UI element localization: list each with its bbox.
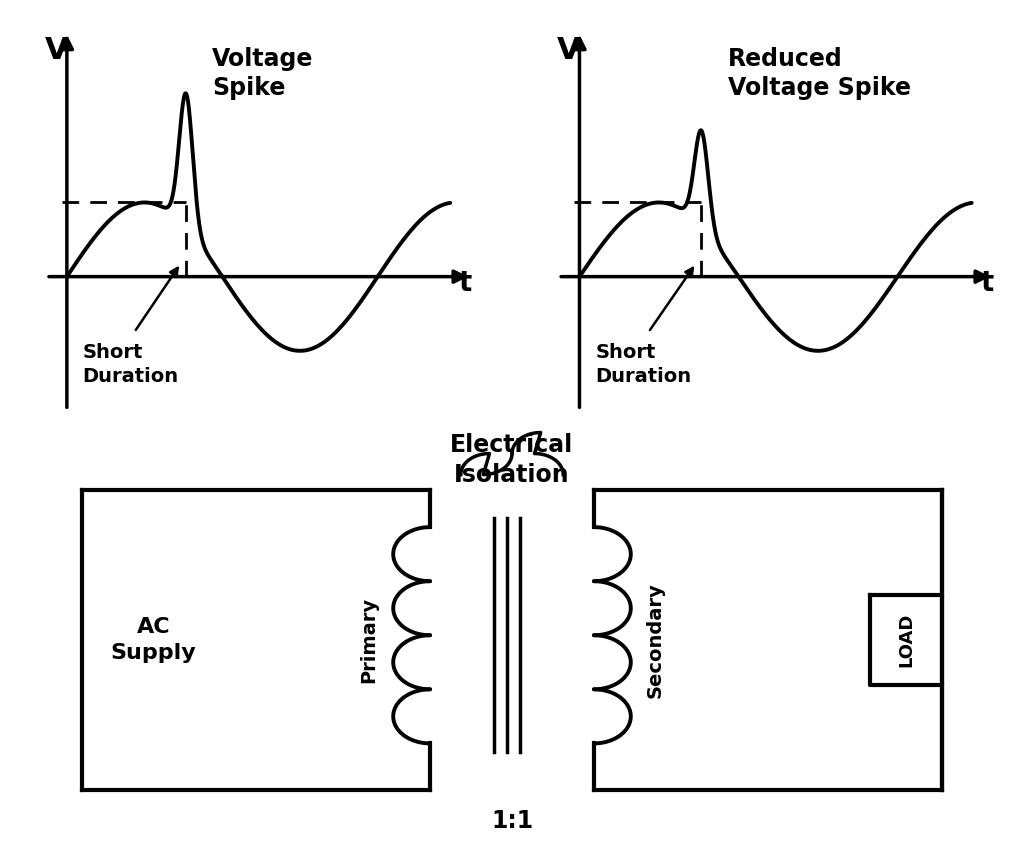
Text: Short
Duration: Short Duration xyxy=(595,343,691,386)
Text: Secondary: Secondary xyxy=(646,582,665,698)
Text: V: V xyxy=(557,36,581,65)
Text: AC
Supply: AC Supply xyxy=(111,616,197,663)
Text: Electrical
Isolation: Electrical Isolation xyxy=(451,434,573,487)
Text: Reduced
Voltage Spike: Reduced Voltage Spike xyxy=(728,47,911,100)
Text: Short
Duration: Short Duration xyxy=(82,343,178,386)
Text: t: t xyxy=(459,269,472,297)
Text: V: V xyxy=(45,36,69,65)
Text: LOAD: LOAD xyxy=(897,613,915,667)
Text: Primary: Primary xyxy=(359,597,378,683)
Text: t: t xyxy=(981,269,994,297)
Text: 1:1: 1:1 xyxy=(490,809,534,834)
Text: Voltage
Spike: Voltage Spike xyxy=(212,47,313,100)
